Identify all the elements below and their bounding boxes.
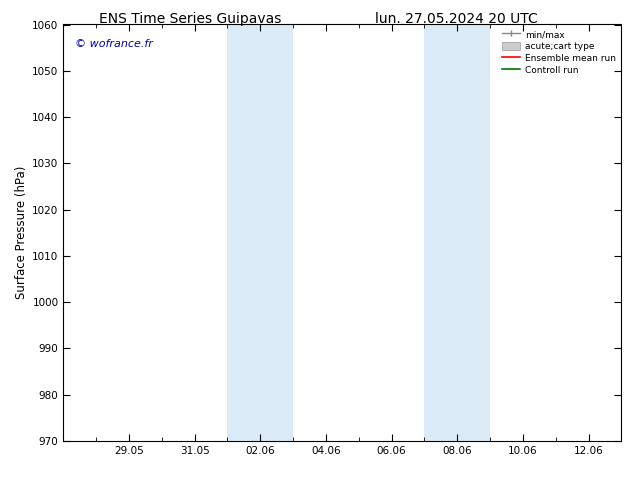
Text: lun. 27.05.2024 20 UTC: lun. 27.05.2024 20 UTC <box>375 12 538 26</box>
Text: © wofrance.fr: © wofrance.fr <box>75 39 152 49</box>
Bar <box>228 24 293 441</box>
Legend: min/max, acute;cart type, Ensemble mean run, Controll run: min/max, acute;cart type, Ensemble mean … <box>499 26 619 78</box>
Bar <box>424 24 490 441</box>
Text: ENS Time Series Guipavas: ENS Time Series Guipavas <box>99 12 281 26</box>
Y-axis label: Surface Pressure (hPa): Surface Pressure (hPa) <box>15 166 28 299</box>
